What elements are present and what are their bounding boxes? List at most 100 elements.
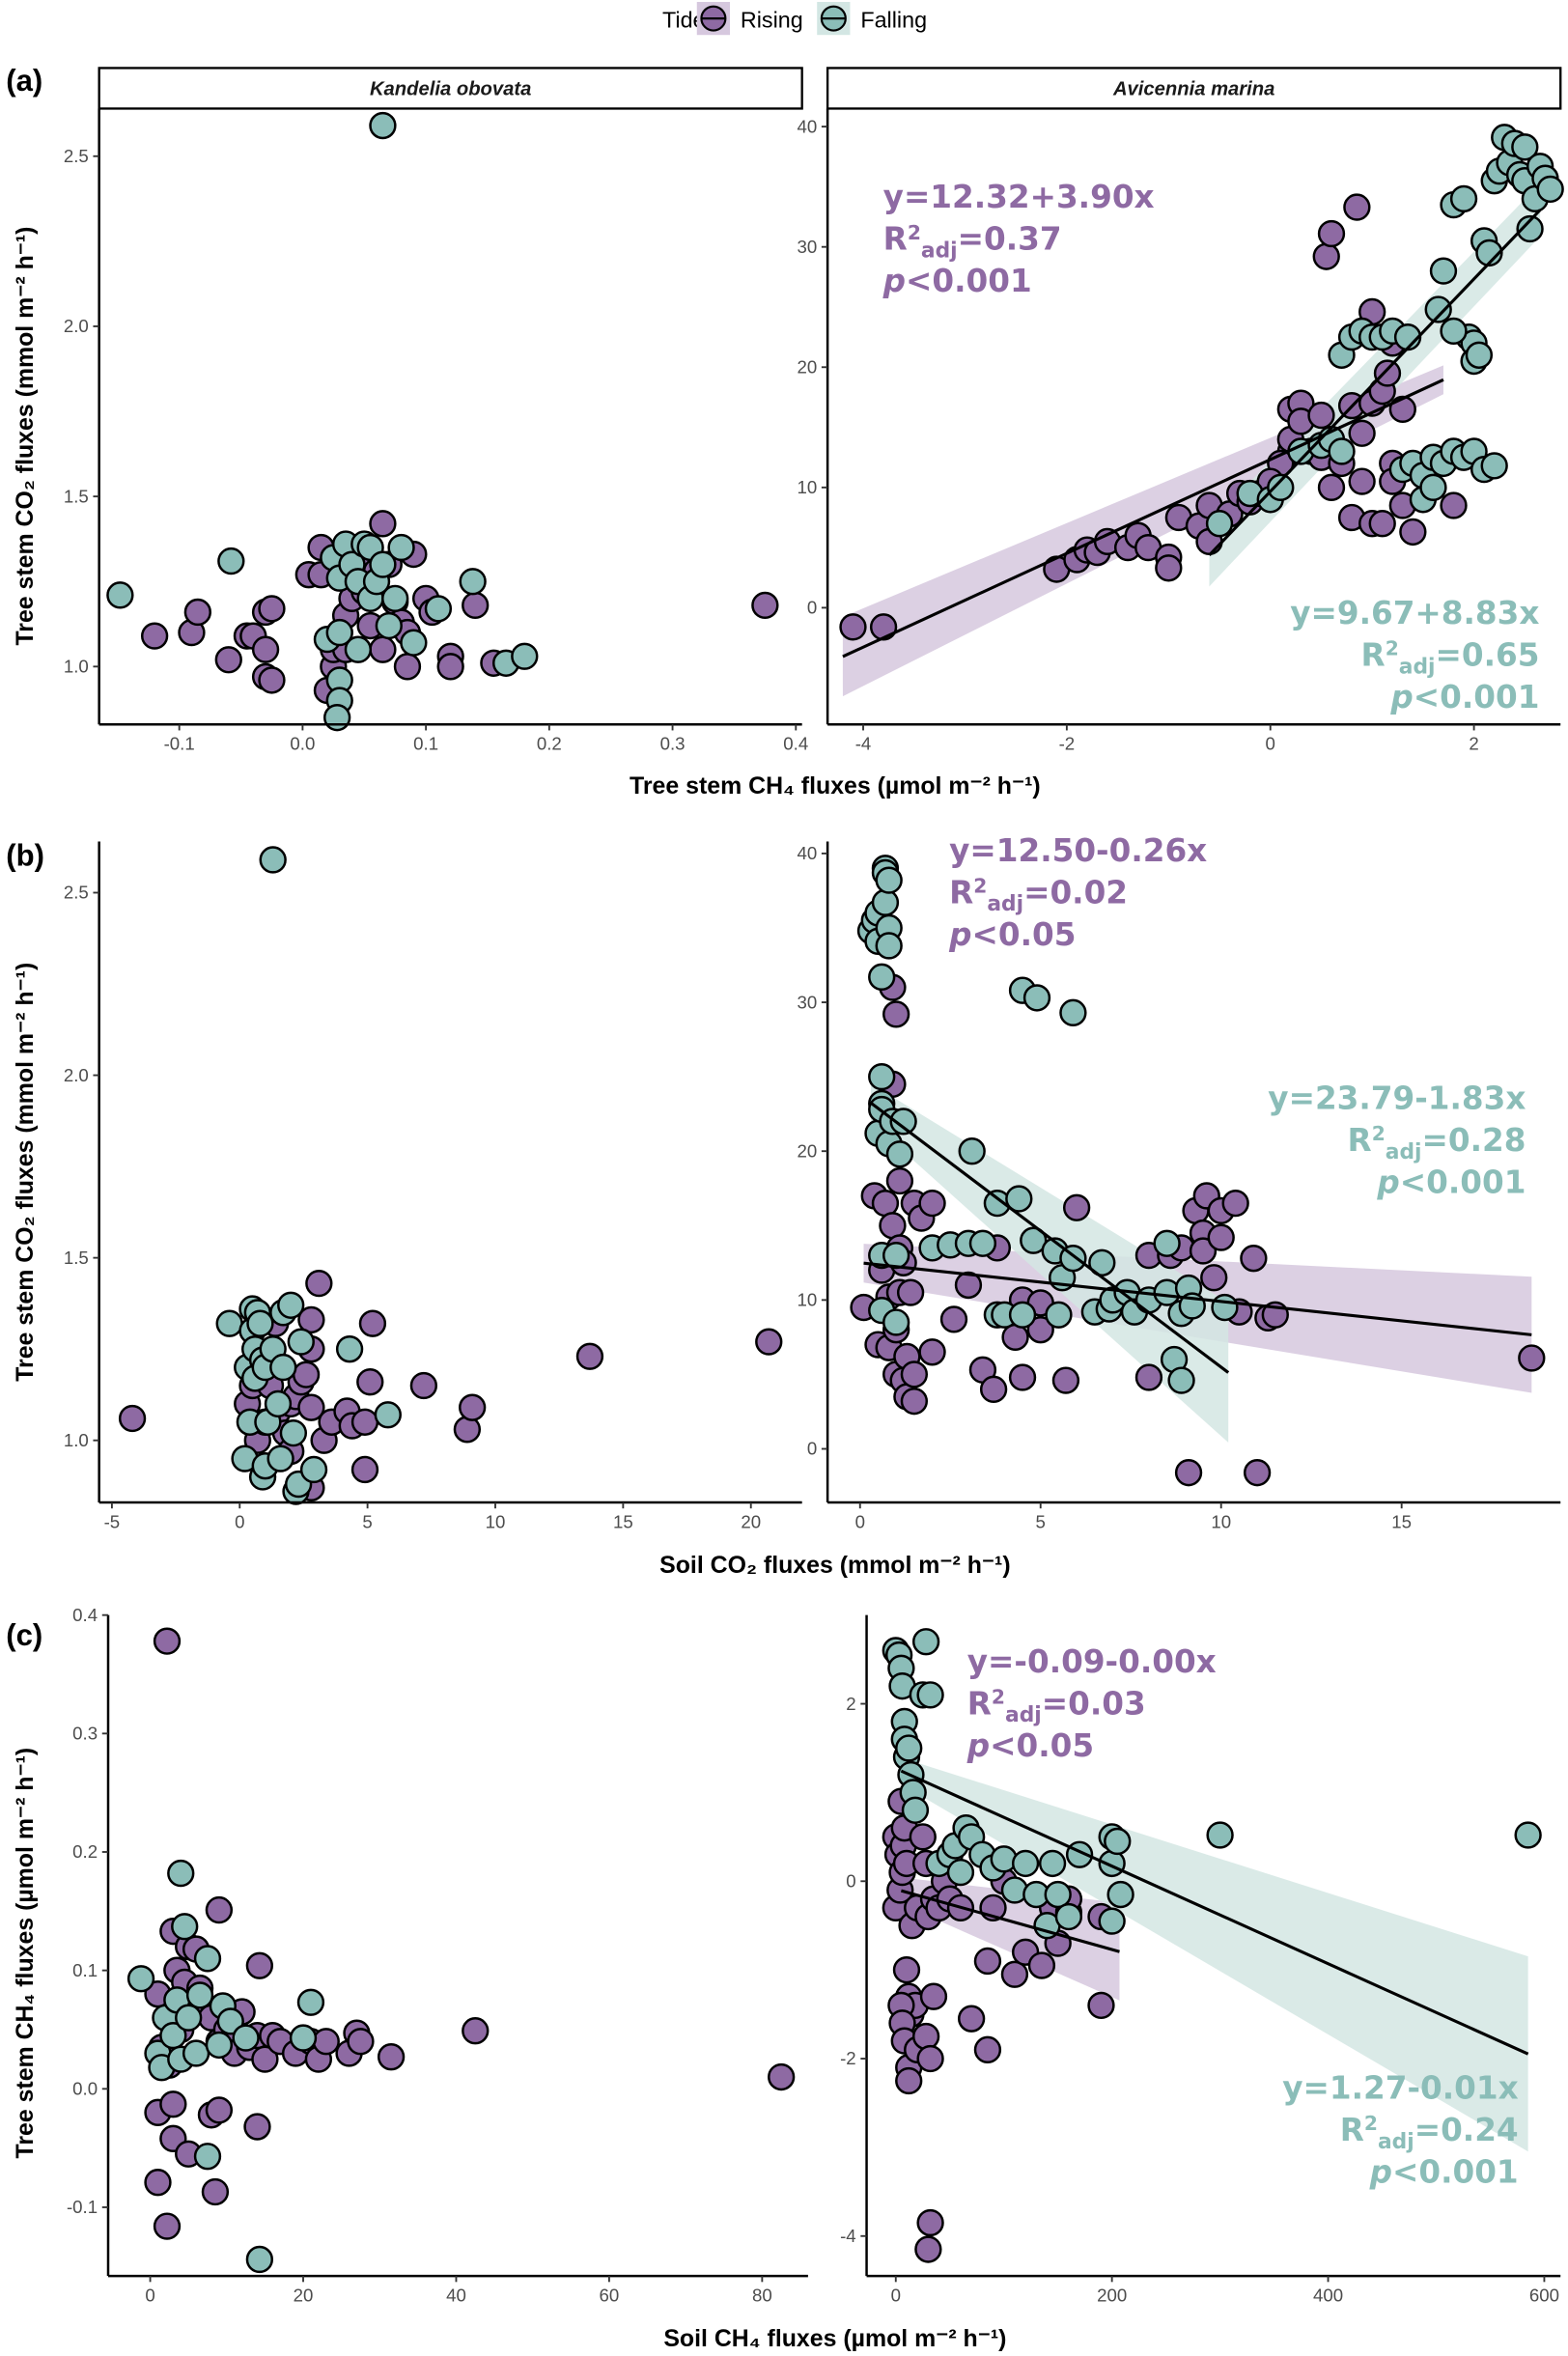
data-point bbox=[1027, 1951, 1056, 1979]
data-point bbox=[882, 1000, 910, 1028]
data-point bbox=[1022, 984, 1051, 1012]
y-tick-label: 1.0 bbox=[64, 1430, 89, 1450]
data-point bbox=[1424, 295, 1452, 323]
data-point bbox=[1000, 1960, 1029, 1988]
data-point bbox=[1399, 518, 1427, 547]
x-tick-label: 0.1 bbox=[413, 734, 438, 754]
data-point bbox=[901, 1796, 930, 1824]
x-tick-label: 0 bbox=[855, 1511, 865, 1531]
x-tick-label: -4 bbox=[855, 734, 872, 754]
data-point bbox=[946, 1858, 975, 1887]
panel-c-left: 0 20 40 60 80 -0.1 0.0 0.1 0.2 0.3 0.4 bbox=[67, 1605, 808, 2306]
data-point bbox=[245, 1951, 274, 1979]
data-point bbox=[875, 932, 903, 960]
x-tick-label: 5 bbox=[362, 1511, 372, 1531]
data-point bbox=[889, 1108, 917, 1136]
data-point bbox=[911, 1628, 940, 1656]
data-point bbox=[918, 1338, 946, 1366]
series-rising bbox=[140, 510, 779, 705]
data-point bbox=[900, 1360, 929, 1388]
data-point bbox=[968, 1229, 997, 1257]
y-tick-label: 30 bbox=[797, 992, 817, 1012]
data-point bbox=[1200, 1264, 1228, 1292]
data-point bbox=[871, 1189, 900, 1218]
data-point bbox=[205, 1895, 234, 1924]
data-point bbox=[511, 642, 539, 670]
data-point bbox=[171, 1913, 199, 1941]
panel-b-left: -5 0 5 10 15 20 1.0 1.5 2.0 2.5 bbox=[64, 841, 802, 1531]
legend: Tide Rising Falling bbox=[662, 2, 927, 36]
data-point bbox=[919, 1982, 948, 2010]
data-point bbox=[279, 1418, 308, 1447]
data-point bbox=[575, 1342, 604, 1370]
data-point bbox=[400, 629, 428, 657]
panel-a-left: -0.1 0.0 0.1 0.2 0.3 0.4 1.0 1.5 2.0 2.5 bbox=[64, 108, 808, 754]
data-point bbox=[1206, 1821, 1234, 1849]
data-point bbox=[350, 1408, 379, 1436]
y-tick-label: 1.5 bbox=[64, 1248, 89, 1268]
data-point bbox=[182, 2039, 210, 2067]
equation-label: y=12.32+3.90x bbox=[883, 179, 1155, 215]
annotation-rising: y=12.32+3.90x R2adj=0.37p<0.001 bbox=[882, 179, 1155, 299]
data-point bbox=[1388, 395, 1416, 424]
r2-label: R2adj=0.28 bbox=[1348, 1122, 1526, 1164]
data-point bbox=[1317, 473, 1346, 501]
data-point bbox=[297, 1393, 325, 1421]
data-point bbox=[1155, 554, 1183, 582]
data-point bbox=[374, 1401, 402, 1429]
data-point bbox=[973, 1947, 1002, 1976]
data-point bbox=[958, 1137, 986, 1165]
r2-label: R2adj=0.65 bbox=[1361, 637, 1540, 680]
data-point bbox=[462, 591, 490, 620]
data-point bbox=[1153, 1229, 1181, 1257]
data-point bbox=[409, 1371, 438, 1400]
x-tick-label: 0 bbox=[891, 2286, 901, 2306]
data-point bbox=[875, 866, 903, 894]
data-point bbox=[879, 1212, 907, 1240]
data-point bbox=[269, 1353, 297, 1382]
x-tick-label: 80 bbox=[752, 2286, 772, 2306]
data-point bbox=[1373, 359, 1402, 387]
data-point bbox=[205, 2031, 234, 2060]
x-axis-title-a: Tree stem CH₄ fluxes (µmol m⁻² h⁻¹) bbox=[630, 772, 1041, 799]
data-point bbox=[106, 581, 134, 609]
data-point bbox=[1440, 317, 1468, 346]
data-point bbox=[358, 1309, 387, 1337]
y-tick-label: 2.0 bbox=[64, 316, 89, 336]
data-point bbox=[462, 2017, 490, 2045]
y-tick-label: 1.0 bbox=[64, 657, 89, 677]
data-point bbox=[205, 2096, 234, 2124]
data-point bbox=[1205, 510, 1234, 538]
equation-label: y=-0.09-0.00x bbox=[967, 1643, 1217, 1680]
data-point bbox=[185, 1981, 214, 2009]
x-tick-label: 600 bbox=[1529, 2286, 1559, 2306]
series-rising bbox=[882, 1787, 1115, 2263]
data-point bbox=[1005, 1185, 1033, 1213]
y-tick-label: 20 bbox=[797, 1140, 817, 1161]
annotation-rising: y=12.50-0.26x R2adj=0.02p<0.05 bbox=[948, 832, 1207, 953]
data-point bbox=[292, 1360, 321, 1388]
data-point bbox=[871, 888, 900, 916]
x-tick-label: 0.4 bbox=[783, 734, 808, 754]
data-point bbox=[1207, 1223, 1235, 1251]
data-point bbox=[882, 1308, 910, 1336]
panel-c-right: 0 200 400 600-4-202y=-0.09-0.00xR2adj=0.03p… bbox=[840, 1614, 1561, 2306]
data-point bbox=[201, 2177, 230, 2206]
data-point bbox=[1054, 1902, 1083, 1931]
data-point bbox=[914, 2235, 942, 2263]
x-tick-label: 15 bbox=[1391, 1511, 1412, 1531]
y-tick-label: 0.0 bbox=[72, 2079, 98, 2099]
x-tick-label: 0.3 bbox=[660, 734, 686, 754]
x-axis-title-b: Soil CO₂ fluxes (mmol m⁻² h⁻¹) bbox=[659, 1552, 1010, 1579]
data-point bbox=[1174, 1459, 1203, 1487]
r2-label: R2adj=0.37 bbox=[883, 221, 1062, 264]
data-point bbox=[918, 1189, 946, 1218]
data-point bbox=[459, 1393, 487, 1421]
data-point bbox=[175, 2004, 203, 2032]
regression-line-falling bbox=[1208, 209, 1542, 557]
data-point bbox=[885, 1140, 914, 1168]
data-point bbox=[335, 1335, 364, 1363]
x-tick-label: 10 bbox=[486, 1511, 506, 1531]
data-point bbox=[1211, 1293, 1239, 1322]
